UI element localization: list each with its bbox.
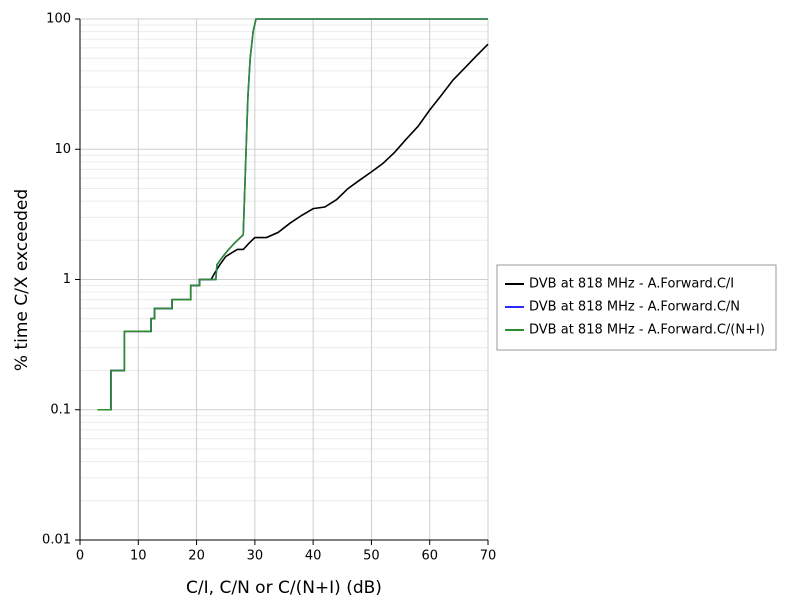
y-tick-label: 100 [46, 12, 71, 27]
legend-text: DVB at 818 MHz - A.Forward.C/(N+I) [529, 323, 765, 338]
x-tick-label: 10 [130, 549, 147, 564]
y-tick-label: 0.1 [50, 402, 71, 417]
x-tick-label: 50 [363, 549, 380, 564]
legend-text: DVB at 818 MHz - A.Forward.C/I [529, 277, 734, 292]
y-axis-title: % time C/X exceeded [12, 189, 32, 371]
x-tick-label: 40 [305, 549, 322, 564]
x-axis-title: C/I, C/N or C/(N+I) (dB) [186, 578, 382, 598]
x-tick-label: 0 [76, 549, 84, 564]
x-tick-label: 30 [247, 549, 264, 564]
y-tick-label: 0.01 [42, 533, 71, 548]
y-tick-label: 10 [54, 142, 71, 157]
x-tick-label: 20 [188, 549, 205, 564]
series-line [97, 18, 488, 411]
y-tick-label: 1 [63, 272, 71, 287]
legend-text: DVB at 818 MHz - A.Forward.C/N [529, 300, 740, 315]
x-tick-label: 70 [480, 549, 497, 564]
x-tick-label: 60 [421, 549, 438, 564]
legend-box [496, 264, 777, 351]
